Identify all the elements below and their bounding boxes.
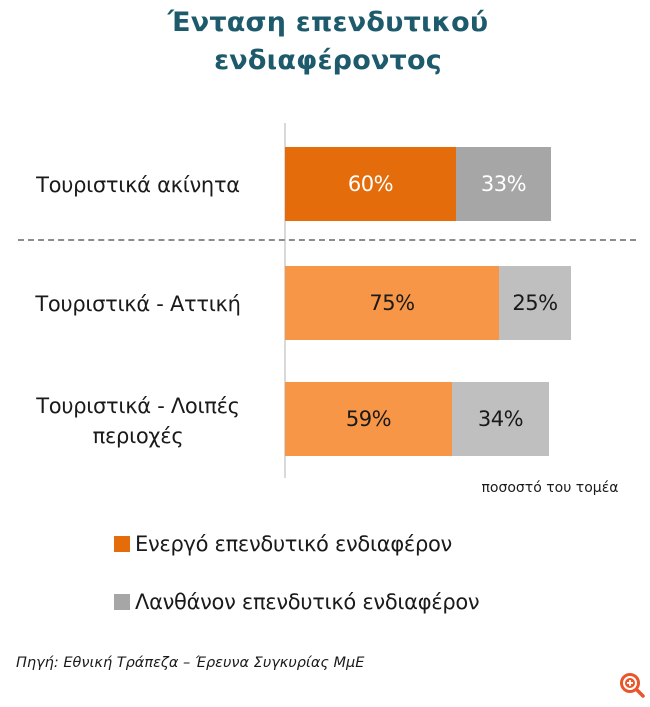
chart-title-line-2: ενδιαφέροντος [214,45,442,76]
zoom-in-icon[interactable] [618,671,646,699]
bar-tourist-properties: 60% 33% [285,147,551,221]
legend-item-latent: Λανθάνον επενδυτικό ενδιαφέρον [114,590,480,614]
source-note: Πηγή: Εθνική Τράπεζα – Έρευνα Συγκυρίας … [16,655,365,671]
bar-segment-active: 75% [285,266,499,340]
bar-segment-active: 60% [285,147,456,221]
bar-segment-active: 59% [285,382,452,456]
bar-other-regions: 59% 34% [285,382,549,456]
bar-segment-latent: 33% [456,147,551,221]
row-label-other-regions: Τουριστικά - Λοιπές περιοχές [10,391,266,451]
bar-segment-latent: 25% [499,266,571,340]
axis-note: ποσοστό του τομέα [481,480,619,496]
chart-title: Ένταση επενδυτικού ενδιαφέροντος [0,4,650,80]
legend-label-latent: Λανθάνον επενδυτικό ενδιαφέρον [135,590,480,614]
bar-segment-latent: 34% [452,382,549,456]
row-label-other-regions-line-2: περιοχές [92,424,184,448]
chart-title-line-1: Ένταση επενδυτικού [167,7,489,38]
dashed-divider [18,239,636,241]
row-label-attica: Τουριστικά - Αττική [35,292,241,316]
row-label-tourist-properties: Τουριστικά ακίνητα [36,173,240,197]
legend-label-active: Ενεργό επενδυτικό ενδιαφέρον [135,532,452,556]
row-label-other-regions-line-1: Τουριστικά - Λοιπές [36,394,240,418]
legend-swatch-gray-icon [114,594,130,610]
legend-swatch-orange-icon [114,536,130,552]
legend-item-active: Ενεργό επενδυτικό ενδιαφέρον [114,532,452,556]
bar-attica: 75% 25% [285,266,571,340]
